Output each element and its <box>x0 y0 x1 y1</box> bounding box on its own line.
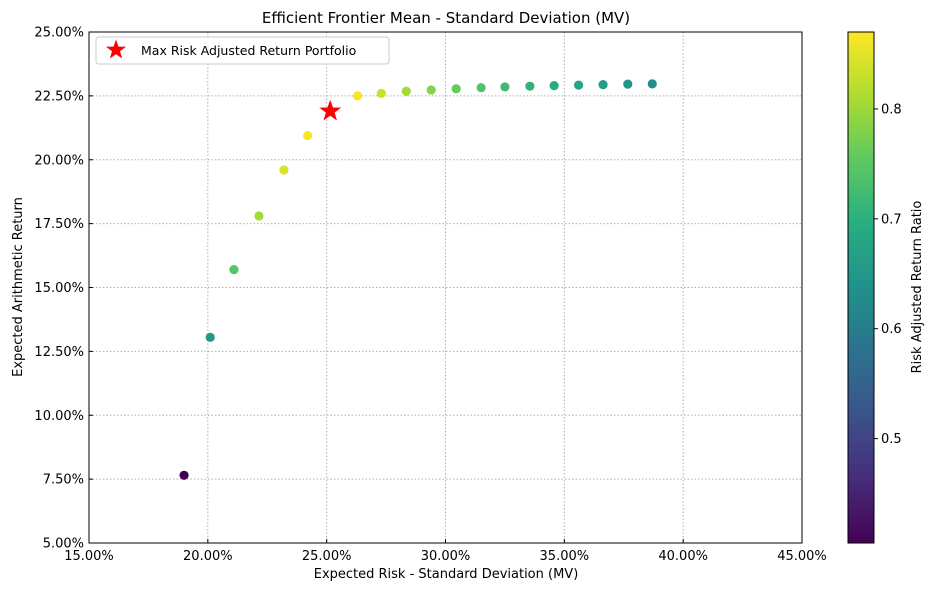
frontier-point <box>500 82 510 92</box>
x-tick-label: 35.00% <box>540 549 590 564</box>
frontier-point <box>451 84 461 94</box>
y-tick-label: 15.00% <box>34 281 84 296</box>
colorbar <box>847 31 875 544</box>
y-tick-label: 17.50% <box>34 217 84 232</box>
max-risk-adjusted-portfolio <box>319 99 342 121</box>
y-tick-label: 12.50% <box>34 345 84 360</box>
frontier-point <box>303 130 313 141</box>
colorbar-tick-label: 0.7 <box>881 212 902 227</box>
x-axis-label: Expected Risk - Standard Deviation (MV) <box>314 567 579 582</box>
y-tick-label: 5.00% <box>43 537 84 552</box>
legend-entry-max-risk: Max Risk Adjusted Return Portfolio <box>141 43 356 58</box>
y-axis-ticks: 5.00% 7.50% 10.00% 12.50% 15.00% 17.50% 20.00%… <box>34 26 93 552</box>
legend-box <box>95 36 390 65</box>
frontier-point <box>647 79 657 89</box>
x-tick-label: 25.00% <box>302 549 352 564</box>
x-tick-label: 40.00% <box>658 549 708 564</box>
y-tick-label: 7.50% <box>43 473 84 488</box>
colorbar-label: Risk Adjusted Return Ratio <box>910 201 925 374</box>
frontier-point <box>401 86 411 96</box>
frontier-point <box>205 332 215 342</box>
frontier-point <box>525 81 535 91</box>
y-axis-label: Expected Arithmetic Return <box>11 197 26 377</box>
y-tick-label: 20.00% <box>34 153 84 168</box>
colorbar-tick-label: 0.5 <box>881 432 902 447</box>
y-tick-label: 10.00% <box>34 409 84 424</box>
frontier-point <box>279 165 289 175</box>
y-tick-label: 25.00% <box>34 26 84 41</box>
frontier-point <box>476 83 486 93</box>
frontier-point <box>623 79 633 89</box>
legend: Max Risk Adjusted Return Portfolio <box>95 36 390 65</box>
x-tick-label: 15.00% <box>64 549 114 564</box>
x-tick-label: 30.00% <box>421 549 471 564</box>
grid-lines <box>89 32 802 543</box>
frontier-point <box>573 80 584 90</box>
frontier-point <box>229 265 239 275</box>
y-tick-label: 22.50% <box>34 89 84 104</box>
frontier-points <box>179 79 657 480</box>
frontier-point <box>179 470 189 480</box>
frontier-point <box>549 81 559 91</box>
frontier-point <box>598 80 608 90</box>
legend-star-icon <box>106 39 126 59</box>
x-axis-ticks: 15.00% 20.00% 25.00% 30.00% 35.00% 40.00% 45.0… <box>64 539 827 564</box>
colorbar-ticks: 0.5 0.6 0.7 0.8 <box>874 102 902 447</box>
colorbar-tick-label: 0.8 <box>881 102 902 117</box>
chart-title: Efficient Frontier Mean - Standard Devia… <box>262 9 630 27</box>
colorbar-tick-label: 0.6 <box>881 322 902 337</box>
x-tick-label: 20.00% <box>183 549 233 564</box>
max-risk-star <box>319 99 342 121</box>
x-tick-label: 45.00% <box>777 549 827 564</box>
frontier-point <box>376 88 386 98</box>
frontier-point <box>254 211 264 221</box>
frontier-point <box>352 91 363 101</box>
frontier-point <box>426 85 436 95</box>
